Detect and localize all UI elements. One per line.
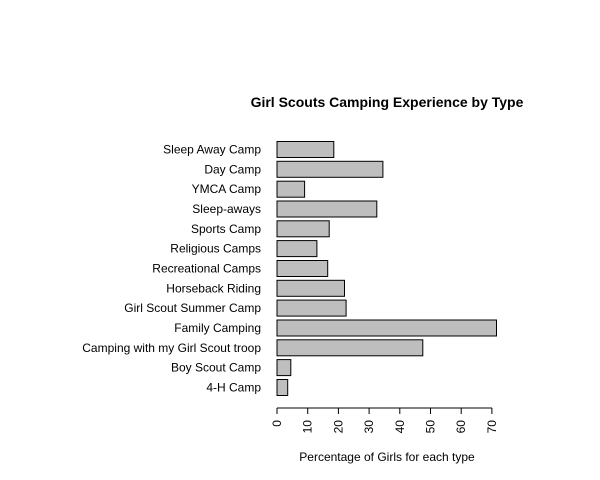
category-label: Camping with my Girl Scout troop bbox=[82, 341, 261, 355]
category-label: Religious Camps bbox=[170, 242, 261, 256]
category-label: Sleep Away Camp bbox=[163, 143, 261, 157]
category-label: Day Camp bbox=[204, 162, 261, 176]
x-tick-label: 30 bbox=[362, 420, 376, 434]
chart-title: Girl Scouts Camping Experience by Type bbox=[251, 94, 524, 110]
bar bbox=[276, 359, 292, 377]
category-label: Recreational Camps bbox=[152, 262, 261, 276]
bar bbox=[276, 200, 378, 218]
x-tick-label: 70 bbox=[485, 420, 499, 434]
bar bbox=[276, 180, 306, 198]
bar bbox=[276, 339, 424, 357]
x-axis-title: Percentage of Girls for each type bbox=[299, 450, 475, 464]
category-label: Girl Scout Summer Camp bbox=[124, 301, 261, 315]
bar bbox=[276, 220, 330, 238]
bar bbox=[276, 260, 329, 277]
bar bbox=[276, 141, 335, 158]
bar bbox=[276, 319, 497, 337]
category-label: Family Camping bbox=[174, 321, 261, 335]
category-label: YMCA Camp bbox=[192, 182, 262, 196]
category-label: Boy Scout Camp bbox=[171, 361, 261, 375]
x-tick-label: 60 bbox=[454, 420, 468, 434]
bar bbox=[276, 299, 347, 317]
bar bbox=[276, 279, 345, 297]
bars-group bbox=[276, 141, 497, 396]
bar bbox=[276, 160, 384, 178]
bar bbox=[276, 240, 318, 258]
category-label: 4-H Camp bbox=[206, 381, 261, 395]
x-axis: 0 10 20 30 40 50 60 70 bbox=[270, 407, 499, 434]
x-tick-label: 0 bbox=[270, 420, 284, 427]
category-labels: Sleep Away Camp Day Camp YMCA Camp Sleep-aw… bbox=[82, 143, 261, 395]
x-tick-label: 10 bbox=[301, 420, 315, 434]
category-label: Horseback Riding bbox=[166, 281, 261, 295]
category-label: Sports Camp bbox=[191, 222, 261, 236]
x-tick-label: 20 bbox=[331, 420, 345, 434]
x-tick-label: 40 bbox=[393, 420, 407, 434]
category-label: Sleep-aways bbox=[192, 202, 261, 216]
x-tick-label: 50 bbox=[424, 420, 438, 434]
bar bbox=[276, 379, 289, 396]
